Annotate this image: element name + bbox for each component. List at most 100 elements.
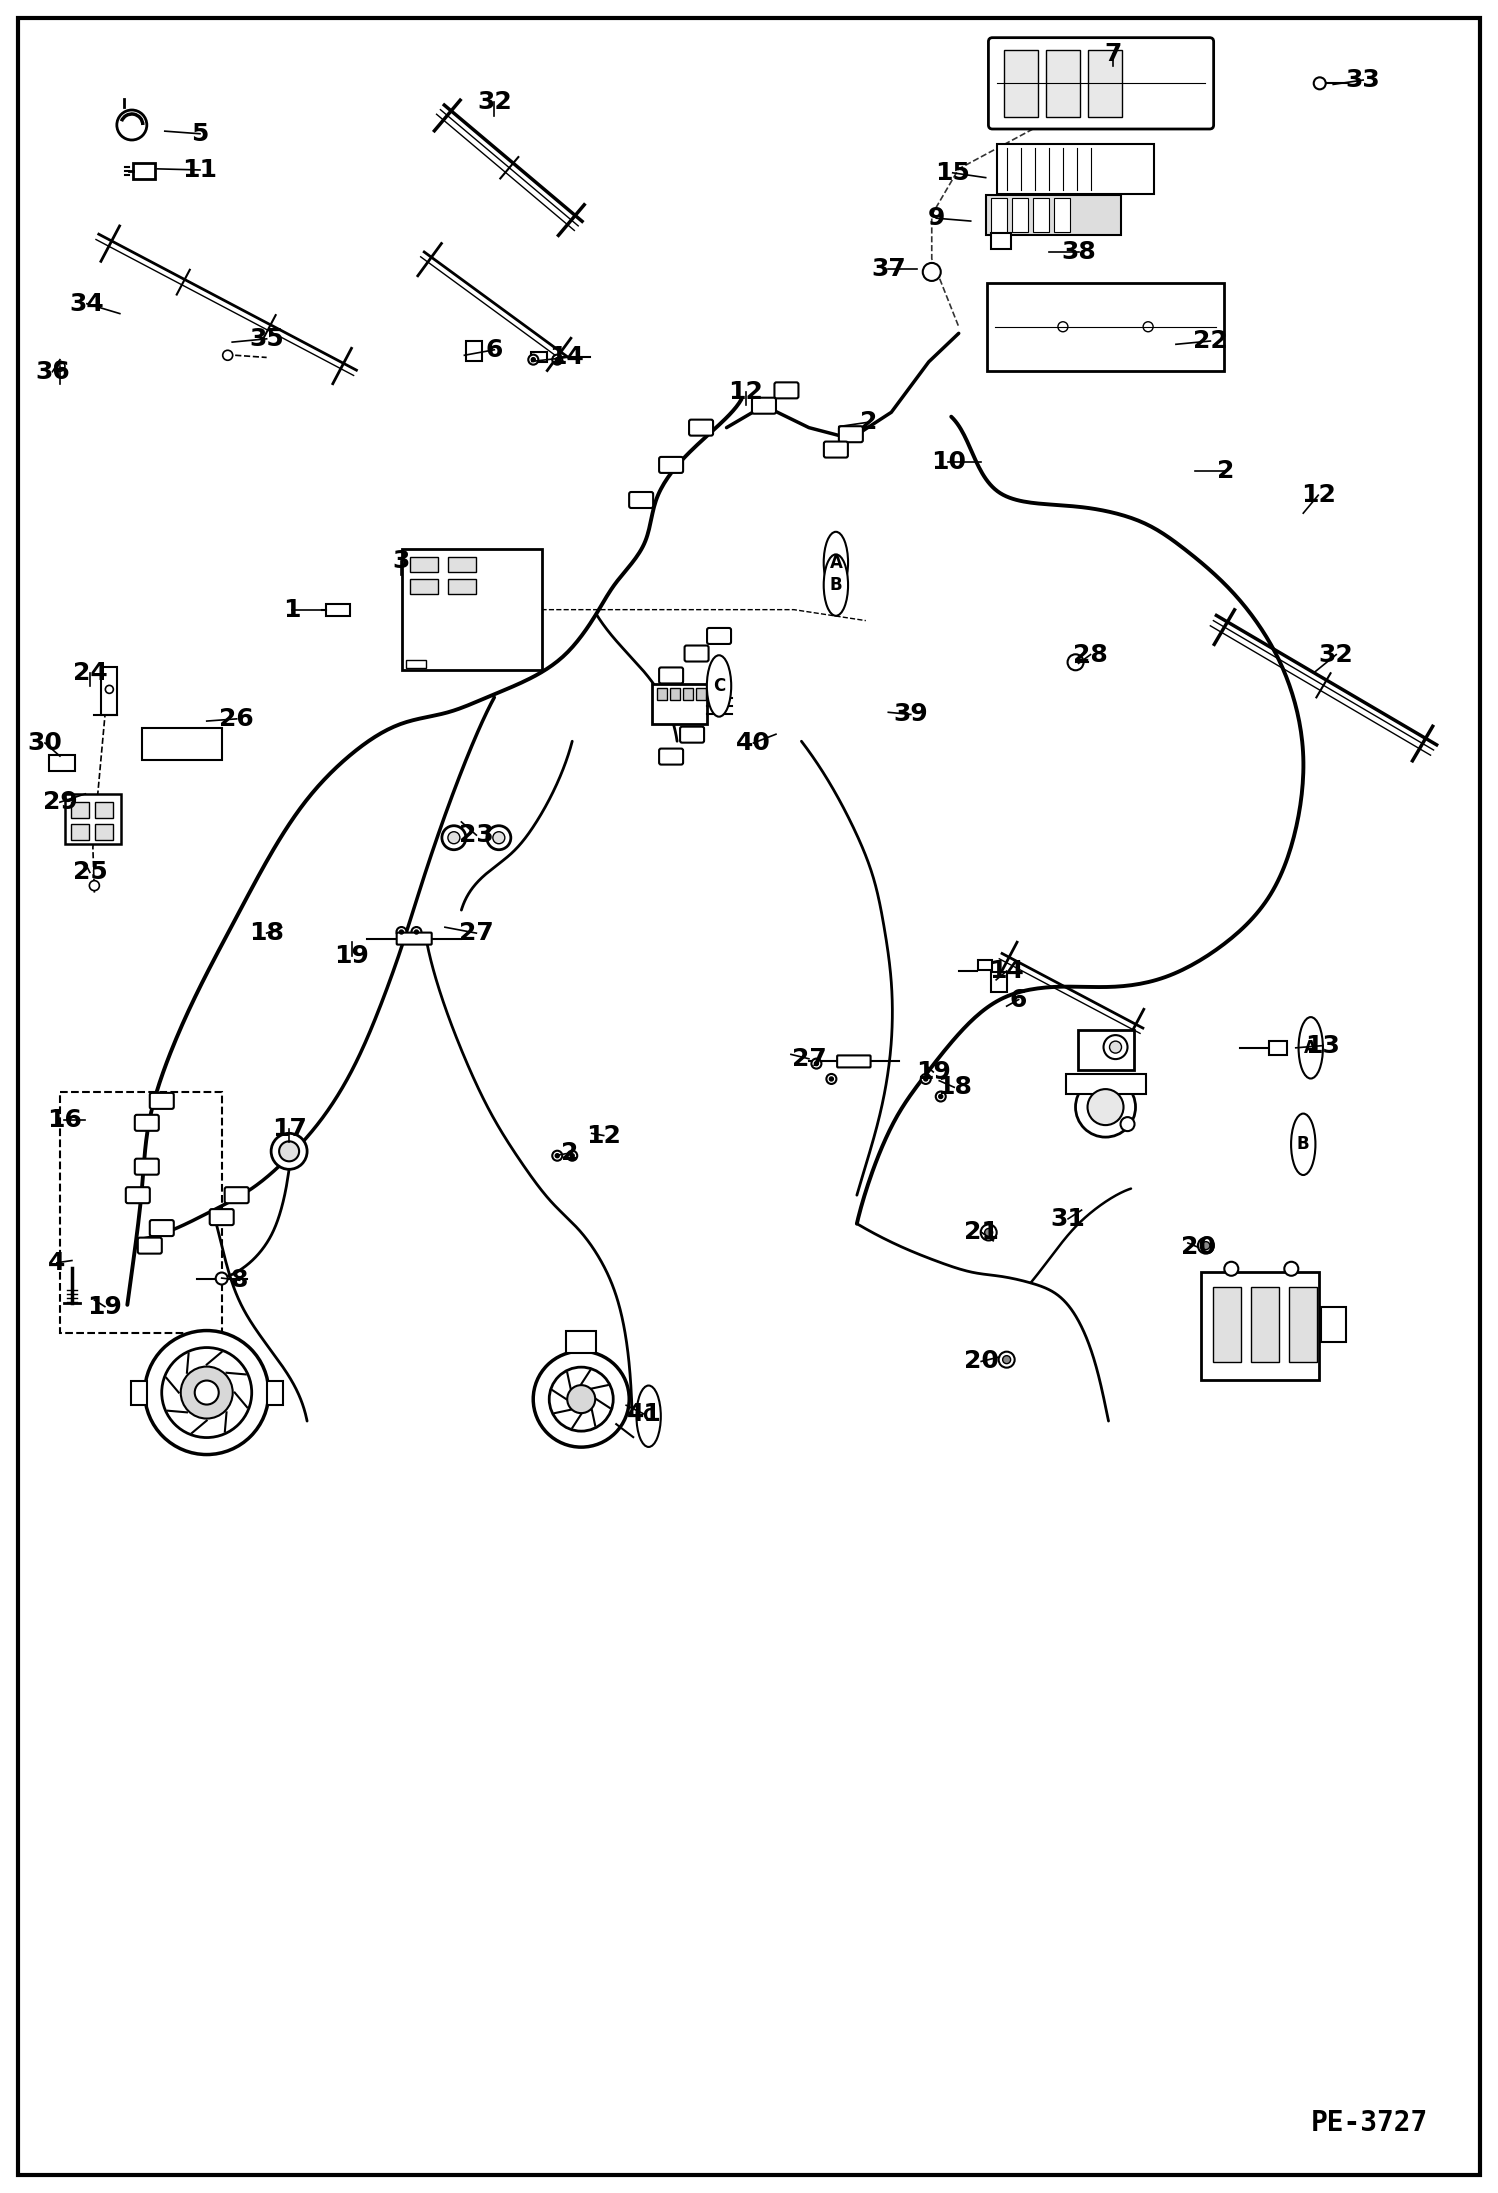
Text: 25: 25 <box>72 860 108 884</box>
FancyBboxPatch shape <box>707 627 731 645</box>
Text: 2: 2 <box>560 1140 578 1164</box>
FancyBboxPatch shape <box>135 1114 159 1132</box>
Text: A: A <box>1305 1039 1317 1057</box>
Ellipse shape <box>1291 1114 1315 1175</box>
Text: 14: 14 <box>548 346 584 368</box>
Text: 10: 10 <box>930 450 966 474</box>
Bar <box>133 162 154 180</box>
Bar <box>1290 1287 1317 1362</box>
Bar <box>466 340 482 362</box>
Circle shape <box>1104 1035 1128 1059</box>
Bar <box>1047 50 1080 116</box>
Bar <box>978 961 992 969</box>
Bar <box>1065 1075 1146 1094</box>
Circle shape <box>568 1386 595 1412</box>
Text: 33: 33 <box>1345 68 1381 92</box>
Text: 41: 41 <box>626 1401 662 1425</box>
Text: 8: 8 <box>231 1268 249 1292</box>
FancyBboxPatch shape <box>989 37 1213 129</box>
Text: 12: 12 <box>1300 482 1336 507</box>
Text: 12: 12 <box>586 1123 622 1147</box>
Circle shape <box>105 686 114 693</box>
Text: 36: 36 <box>34 360 70 384</box>
Circle shape <box>279 1140 300 1162</box>
Circle shape <box>397 928 406 936</box>
FancyBboxPatch shape <box>680 726 704 743</box>
FancyBboxPatch shape <box>689 419 713 436</box>
Ellipse shape <box>1299 1018 1323 1079</box>
Text: 24: 24 <box>72 660 108 684</box>
Bar <box>695 689 706 700</box>
Circle shape <box>487 827 511 849</box>
Text: 40: 40 <box>736 730 771 754</box>
Text: 6: 6 <box>1010 987 1028 1011</box>
Circle shape <box>1058 322 1068 331</box>
Bar <box>1269 1042 1287 1055</box>
FancyBboxPatch shape <box>629 491 653 509</box>
Circle shape <box>1143 322 1153 331</box>
Bar <box>94 803 112 818</box>
Text: 1: 1 <box>283 599 301 621</box>
FancyBboxPatch shape <box>824 441 848 458</box>
Text: 26: 26 <box>219 706 255 730</box>
Text: 23: 23 <box>458 822 494 846</box>
Bar <box>70 803 88 818</box>
FancyBboxPatch shape <box>210 1208 234 1226</box>
Text: C: C <box>713 678 725 695</box>
Bar <box>656 689 667 700</box>
Bar <box>1201 1272 1320 1379</box>
Text: 20: 20 <box>963 1349 999 1373</box>
Circle shape <box>216 1272 228 1285</box>
Circle shape <box>939 1094 942 1099</box>
Text: 31: 31 <box>1050 1206 1086 1230</box>
Text: 34: 34 <box>69 292 105 316</box>
Circle shape <box>568 1151 577 1160</box>
Text: 15: 15 <box>935 160 971 184</box>
Circle shape <box>117 110 147 140</box>
Text: 2: 2 <box>860 410 878 434</box>
Circle shape <box>1198 1237 1213 1254</box>
Bar <box>1321 1307 1347 1342</box>
Text: 19: 19 <box>334 943 370 967</box>
Circle shape <box>553 1151 562 1160</box>
Text: 29: 29 <box>42 789 78 814</box>
Text: 18: 18 <box>936 1075 972 1099</box>
Text: 28: 28 <box>1073 643 1109 667</box>
Circle shape <box>1224 1261 1239 1276</box>
Text: PE-3727: PE-3727 <box>1311 2110 1428 2136</box>
Text: B: B <box>830 577 842 594</box>
FancyBboxPatch shape <box>150 1092 174 1110</box>
FancyBboxPatch shape <box>138 1237 162 1254</box>
Circle shape <box>1110 1042 1122 1053</box>
FancyBboxPatch shape <box>837 1055 870 1068</box>
Circle shape <box>1002 1355 1011 1364</box>
Circle shape <box>442 827 466 849</box>
Circle shape <box>921 1075 930 1083</box>
Text: C: C <box>643 1408 655 1425</box>
Text: 12: 12 <box>728 379 764 404</box>
Text: 39: 39 <box>893 702 929 726</box>
Circle shape <box>923 263 941 281</box>
Text: 37: 37 <box>870 257 906 281</box>
Circle shape <box>924 1077 927 1081</box>
Text: B: B <box>1297 1136 1309 1154</box>
Circle shape <box>812 1059 821 1068</box>
Bar <box>990 197 1007 232</box>
FancyBboxPatch shape <box>225 1186 249 1204</box>
Circle shape <box>981 1224 996 1241</box>
Circle shape <box>556 1154 559 1158</box>
Circle shape <box>936 1092 945 1101</box>
Bar <box>267 1382 283 1404</box>
Circle shape <box>556 357 559 362</box>
Circle shape <box>181 1366 232 1419</box>
Text: 13: 13 <box>1305 1033 1341 1057</box>
Text: 11: 11 <box>183 158 217 182</box>
Text: 14: 14 <box>989 958 1025 982</box>
Circle shape <box>1284 1261 1299 1276</box>
Text: 22: 22 <box>1192 329 1228 353</box>
Ellipse shape <box>824 533 848 594</box>
Bar <box>406 660 427 669</box>
Circle shape <box>1076 1077 1135 1138</box>
Circle shape <box>550 1366 613 1432</box>
Circle shape <box>553 355 562 364</box>
